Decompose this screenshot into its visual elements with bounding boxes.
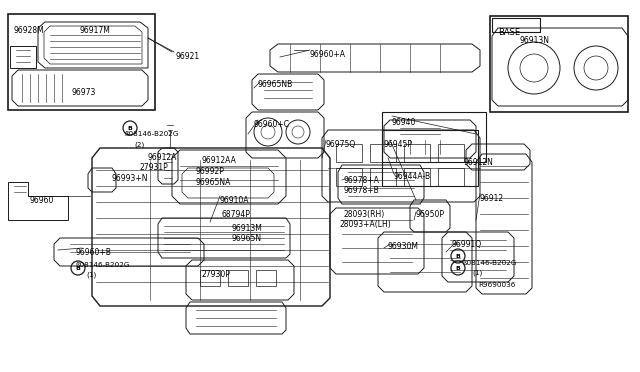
Bar — [438, 144, 464, 162]
Text: 96940: 96940 — [392, 118, 417, 127]
Bar — [228, 270, 248, 286]
Text: 96950P: 96950P — [416, 210, 445, 219]
Text: 96975Q: 96975Q — [326, 140, 356, 149]
Text: 27930P: 27930P — [202, 270, 231, 279]
Text: 96912N: 96912N — [464, 158, 494, 167]
Text: B: B — [127, 125, 132, 131]
Text: 28093(RH): 28093(RH) — [344, 210, 385, 219]
Bar — [438, 168, 464, 186]
Text: BASE: BASE — [498, 28, 520, 37]
Text: 96945P: 96945P — [384, 140, 413, 149]
Text: 96992P: 96992P — [195, 167, 224, 176]
Text: 96913N: 96913N — [520, 36, 550, 45]
Text: 96965NB: 96965NB — [258, 80, 293, 89]
Text: 96960+B: 96960+B — [75, 248, 111, 257]
Bar — [382, 130, 478, 186]
Text: B: B — [456, 266, 460, 270]
Text: 96978+A: 96978+A — [344, 176, 380, 185]
Text: 96930M: 96930M — [388, 242, 419, 251]
Text: 27931P: 27931P — [140, 163, 169, 172]
Text: (1): (1) — [86, 272, 96, 279]
Bar — [382, 112, 486, 162]
Text: ß08146-B202G: ß08146-B202G — [462, 260, 516, 266]
Text: 96921: 96921 — [176, 52, 200, 61]
Text: 96960: 96960 — [30, 196, 54, 205]
Text: ß08146-B202G: ß08146-B202G — [124, 131, 179, 137]
Text: R9690036: R9690036 — [478, 282, 515, 288]
Bar — [370, 144, 396, 162]
Text: 28093+A(LH): 28093+A(LH) — [340, 220, 392, 229]
Bar — [492, 18, 540, 32]
Text: 96993+N: 96993+N — [112, 174, 148, 183]
Bar — [8, 14, 155, 110]
Bar — [200, 270, 220, 286]
Text: 68794P: 68794P — [222, 210, 251, 219]
Text: B: B — [456, 253, 460, 259]
Text: 96960+A: 96960+A — [310, 50, 346, 59]
Text: 96912A: 96912A — [147, 153, 177, 162]
Bar — [336, 144, 362, 162]
Text: 96965N: 96965N — [231, 234, 261, 243]
Text: 96965NA: 96965NA — [196, 178, 232, 187]
Text: 96991Q: 96991Q — [452, 240, 482, 249]
Text: B: B — [76, 266, 81, 270]
Text: 96913M: 96913M — [232, 224, 263, 233]
Text: 96910A: 96910A — [220, 196, 250, 205]
Text: (2): (2) — [134, 141, 144, 148]
Text: 96973: 96973 — [72, 88, 97, 97]
Bar — [336, 168, 362, 186]
Text: (1): (1) — [472, 270, 483, 276]
Bar — [256, 270, 276, 286]
Bar — [404, 168, 430, 186]
Text: 96978+B: 96978+B — [344, 186, 380, 195]
Bar — [490, 16, 628, 112]
Text: 96912AA: 96912AA — [202, 156, 237, 165]
Text: 96944A-B: 96944A-B — [394, 172, 431, 181]
Text: 96960+C: 96960+C — [254, 120, 290, 129]
Bar — [404, 144, 430, 162]
Text: 96917M: 96917M — [80, 26, 111, 35]
Text: 96928M: 96928M — [14, 26, 45, 35]
Bar — [370, 168, 396, 186]
Text: 96912: 96912 — [480, 194, 504, 203]
Text: ß08146-B202G: ß08146-B202G — [75, 262, 129, 268]
